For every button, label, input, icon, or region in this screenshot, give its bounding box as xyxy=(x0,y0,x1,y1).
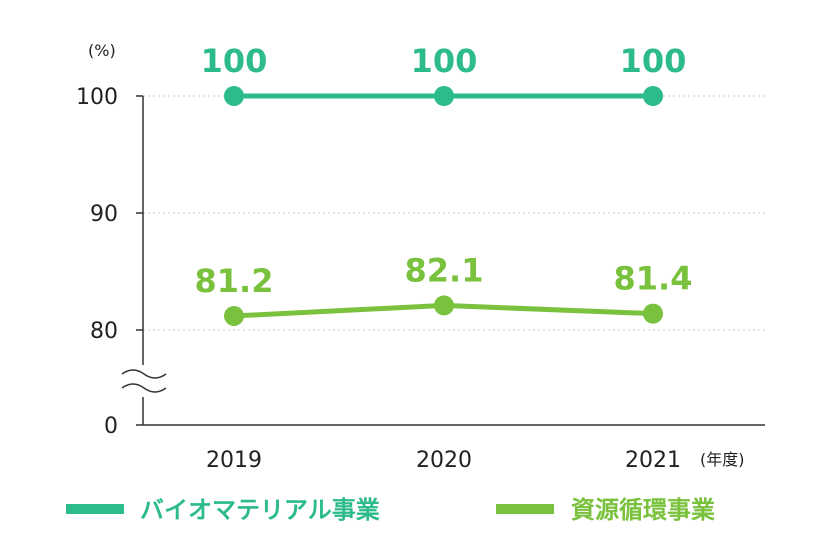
data-point-resource-recycling-2021 xyxy=(643,303,663,324)
data-point-resource-recycling-2019 xyxy=(224,305,244,326)
data-label-biomaterial-2020: 100 xyxy=(411,42,478,80)
legend-swatch-biomaterial xyxy=(66,504,124,514)
legend-label-biomaterial: バイオマテリアル事業 xyxy=(140,496,380,524)
data-point-biomaterial-2019 xyxy=(224,86,244,106)
data-point-biomaterial-2021 xyxy=(643,86,663,106)
ytick-label-90: 90 xyxy=(90,202,118,227)
legend: バイオマテリアル事業 資源循環事業 xyxy=(66,496,715,524)
xtick-label-2020: 2020 xyxy=(416,448,472,473)
ytick-label-80: 80 xyxy=(90,319,118,344)
ytick-label-0: 0 xyxy=(104,414,118,439)
y-unit-label: (%) xyxy=(88,41,116,60)
data-label-biomaterial-2019: 100 xyxy=(201,42,268,80)
data-label-resource-recycling-2019: 81.2 xyxy=(195,262,274,300)
data-label-biomaterial-2021: 100 xyxy=(620,42,687,80)
axis-break-icon xyxy=(118,365,168,397)
data-label-resource-recycling-2021: 81.4 xyxy=(614,260,693,298)
x-unit-label: (年度) xyxy=(700,450,745,469)
data-point-resource-recycling-2020 xyxy=(434,295,454,316)
ytick-label-100: 100 xyxy=(76,85,118,110)
legend-swatch-resource-recycling xyxy=(496,504,554,514)
xtick-label-2019: 2019 xyxy=(206,448,262,473)
legend-label-resource-recycling: 資源循環事業 xyxy=(571,496,715,524)
data-label-resource-recycling-2020: 82.1 xyxy=(405,251,484,289)
series-biomaterial: 100 100 100 xyxy=(201,42,687,106)
xtick-label-2021: 2021 xyxy=(625,448,681,473)
series-resource-recycling: 81.2 82.1 81.4 xyxy=(195,251,693,326)
data-point-biomaterial-2020 xyxy=(434,86,454,106)
